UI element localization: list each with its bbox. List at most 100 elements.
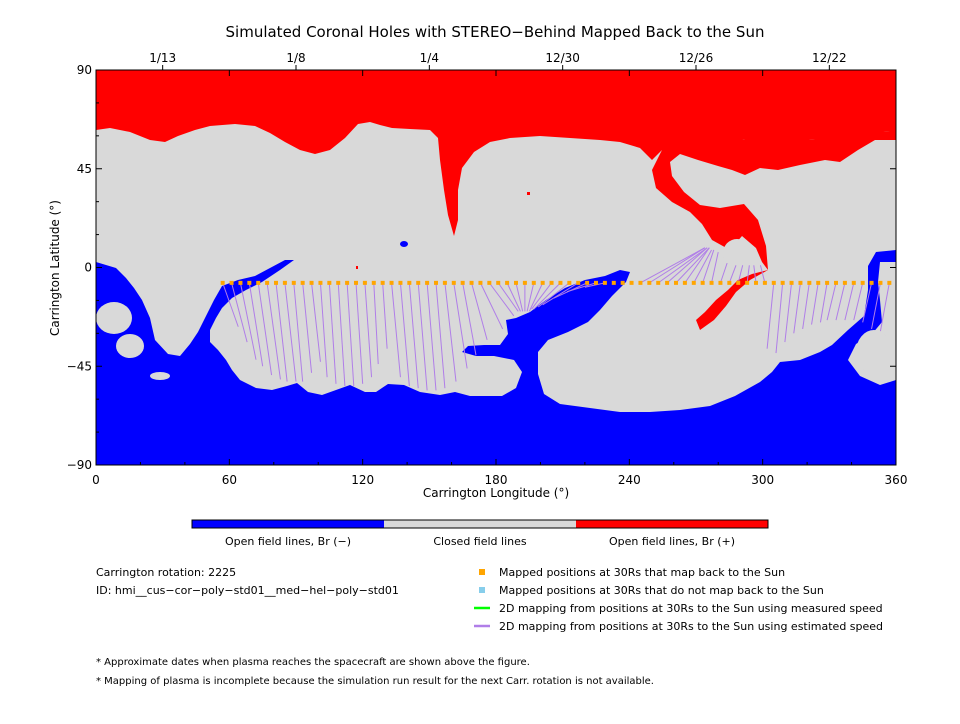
- legend-marker-unmapped: [479, 587, 485, 593]
- mapping-line-estimated: [835, 282, 846, 321]
- date-tick-label: 1/13: [149, 51, 176, 65]
- closed-island-sw-1: [96, 302, 132, 334]
- mapping-line-estimated: [640, 247, 706, 284]
- mapped-point: [469, 280, 474, 285]
- mapped-point: [736, 280, 741, 285]
- mapped-point: [629, 280, 634, 285]
- x-tick-label: 0: [92, 473, 100, 487]
- mapped-point: [407, 280, 412, 285]
- mapping-line-estimated: [515, 282, 524, 312]
- mapped-point: [354, 280, 358, 285]
- mapping-line-estimated: [408, 282, 419, 389]
- mapping-line-estimated: [346, 282, 355, 387]
- mapped-point: [362, 280, 367, 285]
- mapping-line-estimated: [311, 282, 321, 362]
- mapped-point: [220, 280, 225, 285]
- small-positive-spot-2: [356, 266, 358, 269]
- mapping-line-estimated: [528, 282, 544, 312]
- mapping-line-estimated: [231, 282, 248, 343]
- mapping-line-estimated: [719, 262, 728, 284]
- colorbar: Open field lines, Br (−) Closed field li…: [191, 519, 769, 548]
- mapped-point: [274, 280, 278, 285]
- mapped-point: [834, 280, 838, 285]
- south-negative-coronal-hole: [96, 250, 896, 465]
- colorbar-frame: [191, 519, 769, 529]
- mapped-point: [665, 280, 670, 285]
- mapped-point: [282, 280, 287, 285]
- x-axis-label: Carrington Longitude (°): [423, 486, 569, 500]
- mapped-point: [522, 280, 527, 285]
- mapped-point: [842, 280, 847, 285]
- mapped-point: [425, 280, 430, 285]
- mapping-line-estimated: [879, 282, 890, 332]
- mapping-line-estimated: [488, 282, 515, 317]
- mapped-point: [674, 280, 678, 285]
- mapped-point: [567, 280, 572, 285]
- mapped-point: [816, 280, 821, 285]
- mapped-point: [398, 280, 403, 285]
- mapping-line-estimated: [471, 282, 488, 341]
- date-tick-label: 1/4: [420, 51, 439, 65]
- mapped-point: [780, 280, 785, 285]
- mapping-line-estimated: [649, 247, 706, 284]
- mapping-line-estimated: [355, 282, 364, 384]
- mapped-point: [611, 280, 616, 285]
- y-axis-ticks: −90 −45 0 45 90: [67, 63, 896, 472]
- mapping-line-estimated: [793, 282, 801, 334]
- mapping-line-estimated: [399, 282, 410, 387]
- x-tick-label: 360: [885, 473, 908, 487]
- mapped-point: [336, 280, 341, 285]
- mapping-line-estimated: [526, 282, 535, 312]
- mapped-point: [265, 280, 270, 285]
- note-incomplete: * Mapping of plasma is incomplete becaus…: [96, 676, 654, 687]
- x-tick-label: 60: [222, 473, 237, 487]
- mapped-point: [576, 280, 581, 285]
- y-axis-label: Carrington Latitude (°): [48, 200, 62, 336]
- small-negative-spot: [400, 241, 408, 247]
- mapping-line-estimated: [248, 282, 264, 367]
- mapped-point: [789, 280, 794, 285]
- legend-label-measured: 2D mapping from positions at 30Rs to the…: [499, 602, 883, 615]
- x-tick-label: 120: [351, 473, 374, 487]
- mapping-line-estimated: [784, 282, 793, 343]
- mapped-point: [594, 280, 598, 285]
- mapped-point: [229, 280, 234, 285]
- mapping-line-estimated: [222, 282, 239, 327]
- mapped-point: [869, 280, 874, 285]
- mapping-line-estimated: [844, 282, 855, 321]
- small-positive-spot: [527, 192, 530, 195]
- mapped-point: [300, 280, 305, 285]
- legend-label-unmapped: Mapped positions at 30Rs that do not map…: [499, 584, 824, 597]
- mapping-line-estimated: [693, 249, 712, 284]
- x-tick-label: 240: [618, 473, 641, 487]
- mapping-line-estimated: [479, 282, 504, 330]
- mapped-point: [460, 280, 465, 285]
- mapped-point: [727, 280, 732, 285]
- x-tick-label: 300: [751, 473, 774, 487]
- mapped-point: [442, 280, 447, 285]
- mapped-point: [638, 280, 643, 285]
- mapping-line-estimated: [753, 265, 757, 283]
- mapping-line-estimated: [728, 265, 737, 284]
- mapping-line-estimated: [435, 282, 446, 389]
- mapping-line-estimated: [702, 249, 715, 284]
- mapped-point: [807, 280, 812, 285]
- mapped-point: [247, 280, 252, 285]
- closed-island: [723, 239, 751, 267]
- y-tick-label: 0: [84, 261, 92, 275]
- mapping-line-estimated: [737, 265, 744, 283]
- mapped-point: [496, 280, 501, 285]
- mapping-line-estimated: [426, 282, 437, 391]
- mapped-point: [389, 280, 394, 285]
- mapped-points: [220, 280, 892, 285]
- closed-island-sw-2: [116, 334, 144, 358]
- mapped-point: [718, 280, 723, 285]
- mapped-point: [709, 280, 714, 285]
- mapped-point: [345, 280, 350, 285]
- mapped-point: [318, 280, 323, 285]
- mapped-point: [558, 280, 563, 285]
- mapping-line-estimated: [284, 282, 297, 382]
- mapped-point: [514, 280, 518, 285]
- mapping-line-estimated: [537, 282, 570, 308]
- mapped-point: [478, 280, 483, 285]
